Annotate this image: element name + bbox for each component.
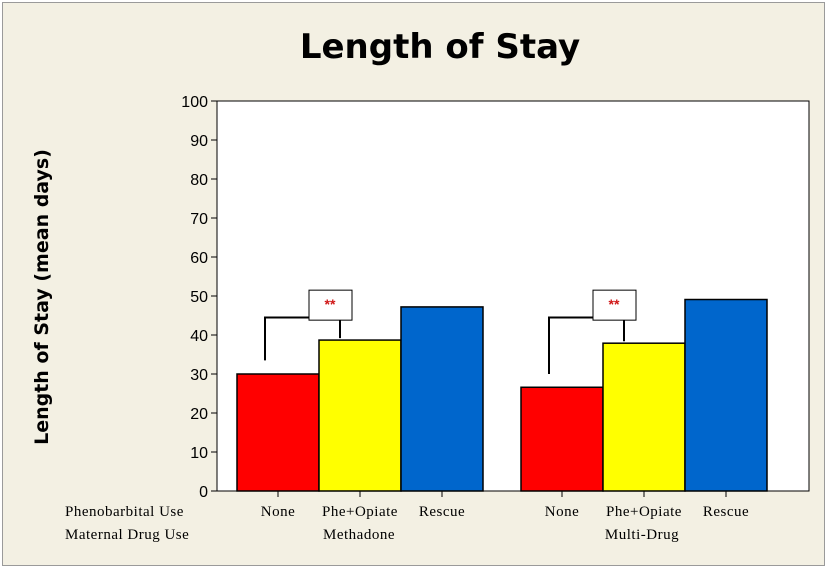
y-tick-label-100: 100 xyxy=(181,94,208,111)
category-label-0-2: Rescue xyxy=(419,504,465,520)
significance-box-0 xyxy=(308,289,353,321)
y-tick-label-80: 80 xyxy=(190,172,208,189)
y-tick-label-50: 50 xyxy=(190,289,208,306)
row-label-phenobarbital: Phenobarbital Use xyxy=(65,504,184,520)
significance-label-1: ** xyxy=(609,296,620,312)
group-label-multi-drug: Multi-Drug xyxy=(605,527,679,543)
significance-bracket-1 xyxy=(548,316,625,374)
category-label-0-0: None xyxy=(261,504,296,520)
y-tick-label-90: 90 xyxy=(190,133,208,150)
bar-multi-drug-2 xyxy=(684,298,768,492)
y-tick-label-60: 60 xyxy=(190,250,208,267)
bar-methadone-2 xyxy=(400,306,484,492)
category-label-1-1: Phe+Opiate xyxy=(606,504,682,520)
bar-multi-drug-0 xyxy=(520,386,604,492)
category-label-1-0: None xyxy=(545,504,580,520)
chart-title: Length of Stay xyxy=(300,27,580,67)
significance-bracket-0 xyxy=(264,316,341,361)
significance-box-1 xyxy=(592,289,637,321)
significance-label-0: ** xyxy=(325,296,336,312)
row-label-maternal-drug: Maternal Drug Use xyxy=(65,527,189,543)
bar-methadone-1 xyxy=(318,339,402,492)
category-label-0-1: Phe+Opiate xyxy=(322,504,398,520)
y-tick-label-20: 20 xyxy=(190,406,208,423)
y-tick-label-0: 0 xyxy=(199,484,208,501)
y-tick-label-30: 30 xyxy=(190,367,208,384)
bar-multi-drug-1 xyxy=(602,342,686,492)
y-tick-label-40: 40 xyxy=(190,328,208,345)
y-axis-label: Length of Stay (mean days) xyxy=(31,149,53,445)
y-tick-label-70: 70 xyxy=(190,211,208,228)
group-label-methadone: Methadone xyxy=(323,527,395,543)
y-tick-label-10: 10 xyxy=(190,445,208,462)
bar-methadone-0 xyxy=(236,373,320,492)
category-label-1-2: Rescue xyxy=(703,504,749,520)
